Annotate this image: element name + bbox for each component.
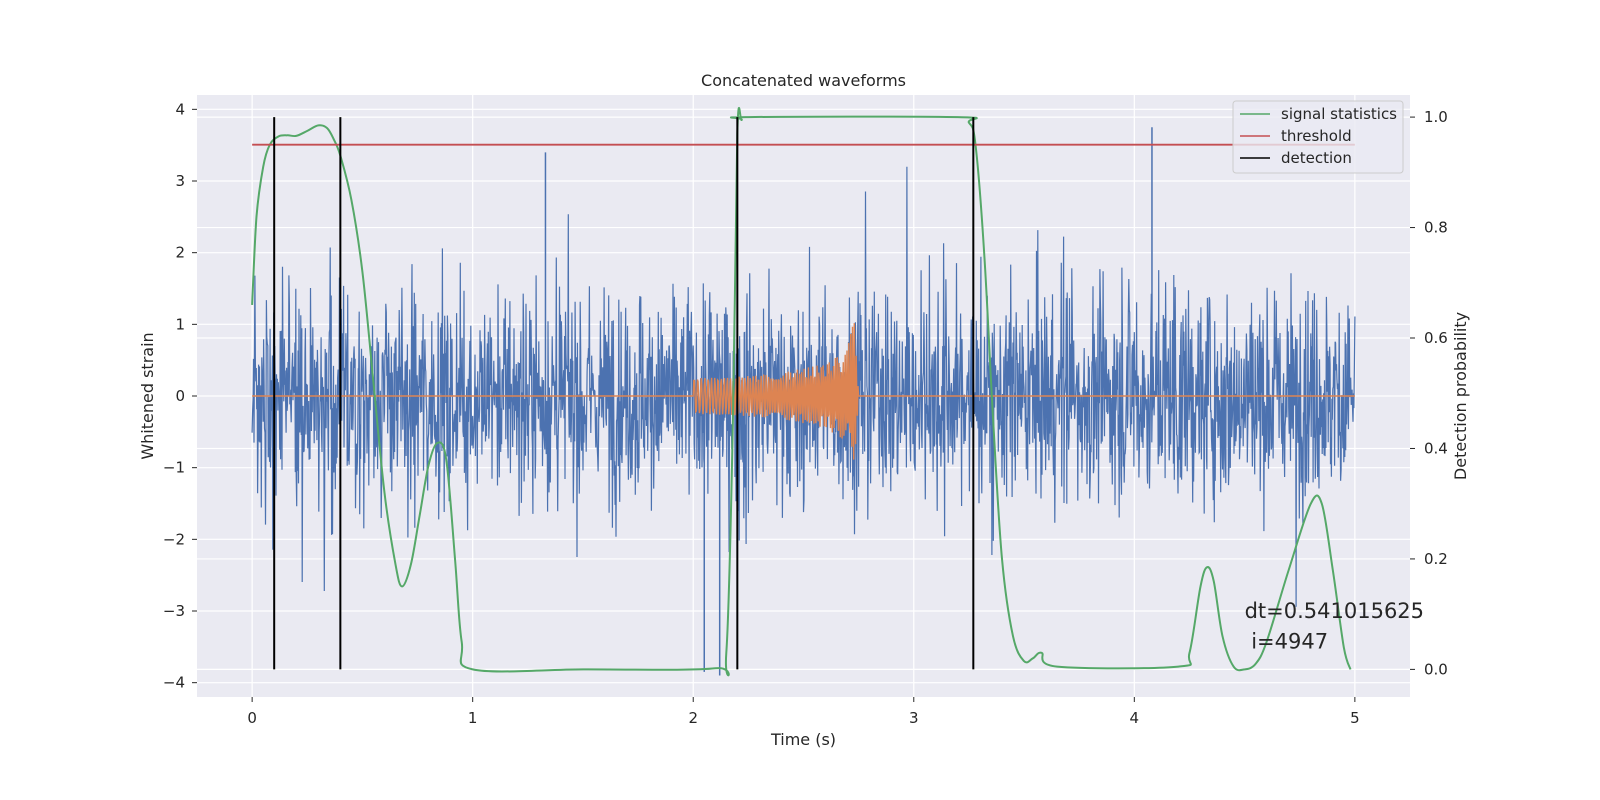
- annotation-dt: dt=0.541015625: [1245, 599, 1424, 623]
- y2-tick-label: 1.0: [1424, 108, 1448, 126]
- x-tick-label: 5: [1350, 709, 1360, 727]
- series-noise-line: [251, 166, 1356, 607]
- y-tick-label: −2: [163, 530, 185, 548]
- x-tick-label: 1: [468, 709, 478, 727]
- series-chirp-line: [252, 323, 1355, 460]
- annotation-index: i=4947: [1251, 629, 1328, 653]
- y-tick-label: 4: [175, 100, 185, 118]
- y-tick-label: 3: [175, 172, 185, 190]
- y-tick-label: 0: [175, 387, 185, 405]
- x-tick-label: 4: [1130, 709, 1140, 727]
- legend-label-threshold: threshold: [1281, 127, 1352, 145]
- legend-label-detection: detection: [1281, 149, 1352, 167]
- chart-title: Concatenated waveforms: [701, 71, 906, 90]
- legend-label-signal-statistics: signal statistics: [1281, 105, 1397, 123]
- annotation: dt=0.541015625 i=4947: [1245, 599, 1424, 653]
- y2-axis-title: Detection probability: [1451, 312, 1470, 480]
- x-tick-label: 0: [247, 709, 257, 727]
- y-tick-label: −3: [163, 602, 185, 620]
- y2-tick-label: 0.8: [1424, 219, 1448, 237]
- y-axis-title: Whitened strain: [138, 332, 157, 459]
- y2-tick-label: 0.4: [1424, 439, 1448, 457]
- series-layer: [251, 106, 1356, 677]
- y2-tick-label: 0.6: [1424, 329, 1448, 347]
- y-tick-label: −1: [163, 459, 185, 477]
- y-tick-label: −4: [163, 674, 185, 692]
- legend: signal statistics threshold detection: [1232, 100, 1404, 174]
- x-tick-label: 3: [909, 709, 919, 727]
- y-tick-label: 2: [175, 244, 185, 262]
- x-axis-title: Time (s): [770, 730, 836, 749]
- y2-tick-label: 0.0: [1424, 660, 1448, 678]
- y-tick-label: 1: [175, 315, 185, 333]
- y2-tick-label: 0.2: [1424, 550, 1448, 568]
- legend-box: [1232, 100, 1404, 174]
- x-tick-label: 2: [688, 709, 698, 727]
- axes-layer: 0 1 2 3 4 5 −4 −3 −2 −1 0 1 2 3 4 0.0 0.2 0.4 0.6 0.8 1.0: [163, 100, 1448, 727]
